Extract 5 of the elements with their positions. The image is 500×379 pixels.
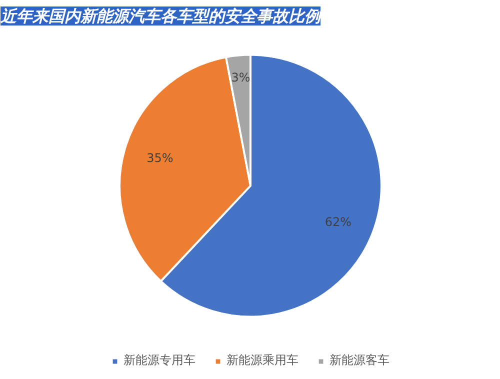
legend-label: 新能源专用车 bbox=[124, 352, 196, 369]
legend-label: 新能源客车 bbox=[330, 352, 390, 369]
legend-label: 新能源乘用车 bbox=[226, 352, 298, 369]
data-label: 35% bbox=[146, 151, 174, 166]
data-label: 62% bbox=[324, 215, 352, 230]
